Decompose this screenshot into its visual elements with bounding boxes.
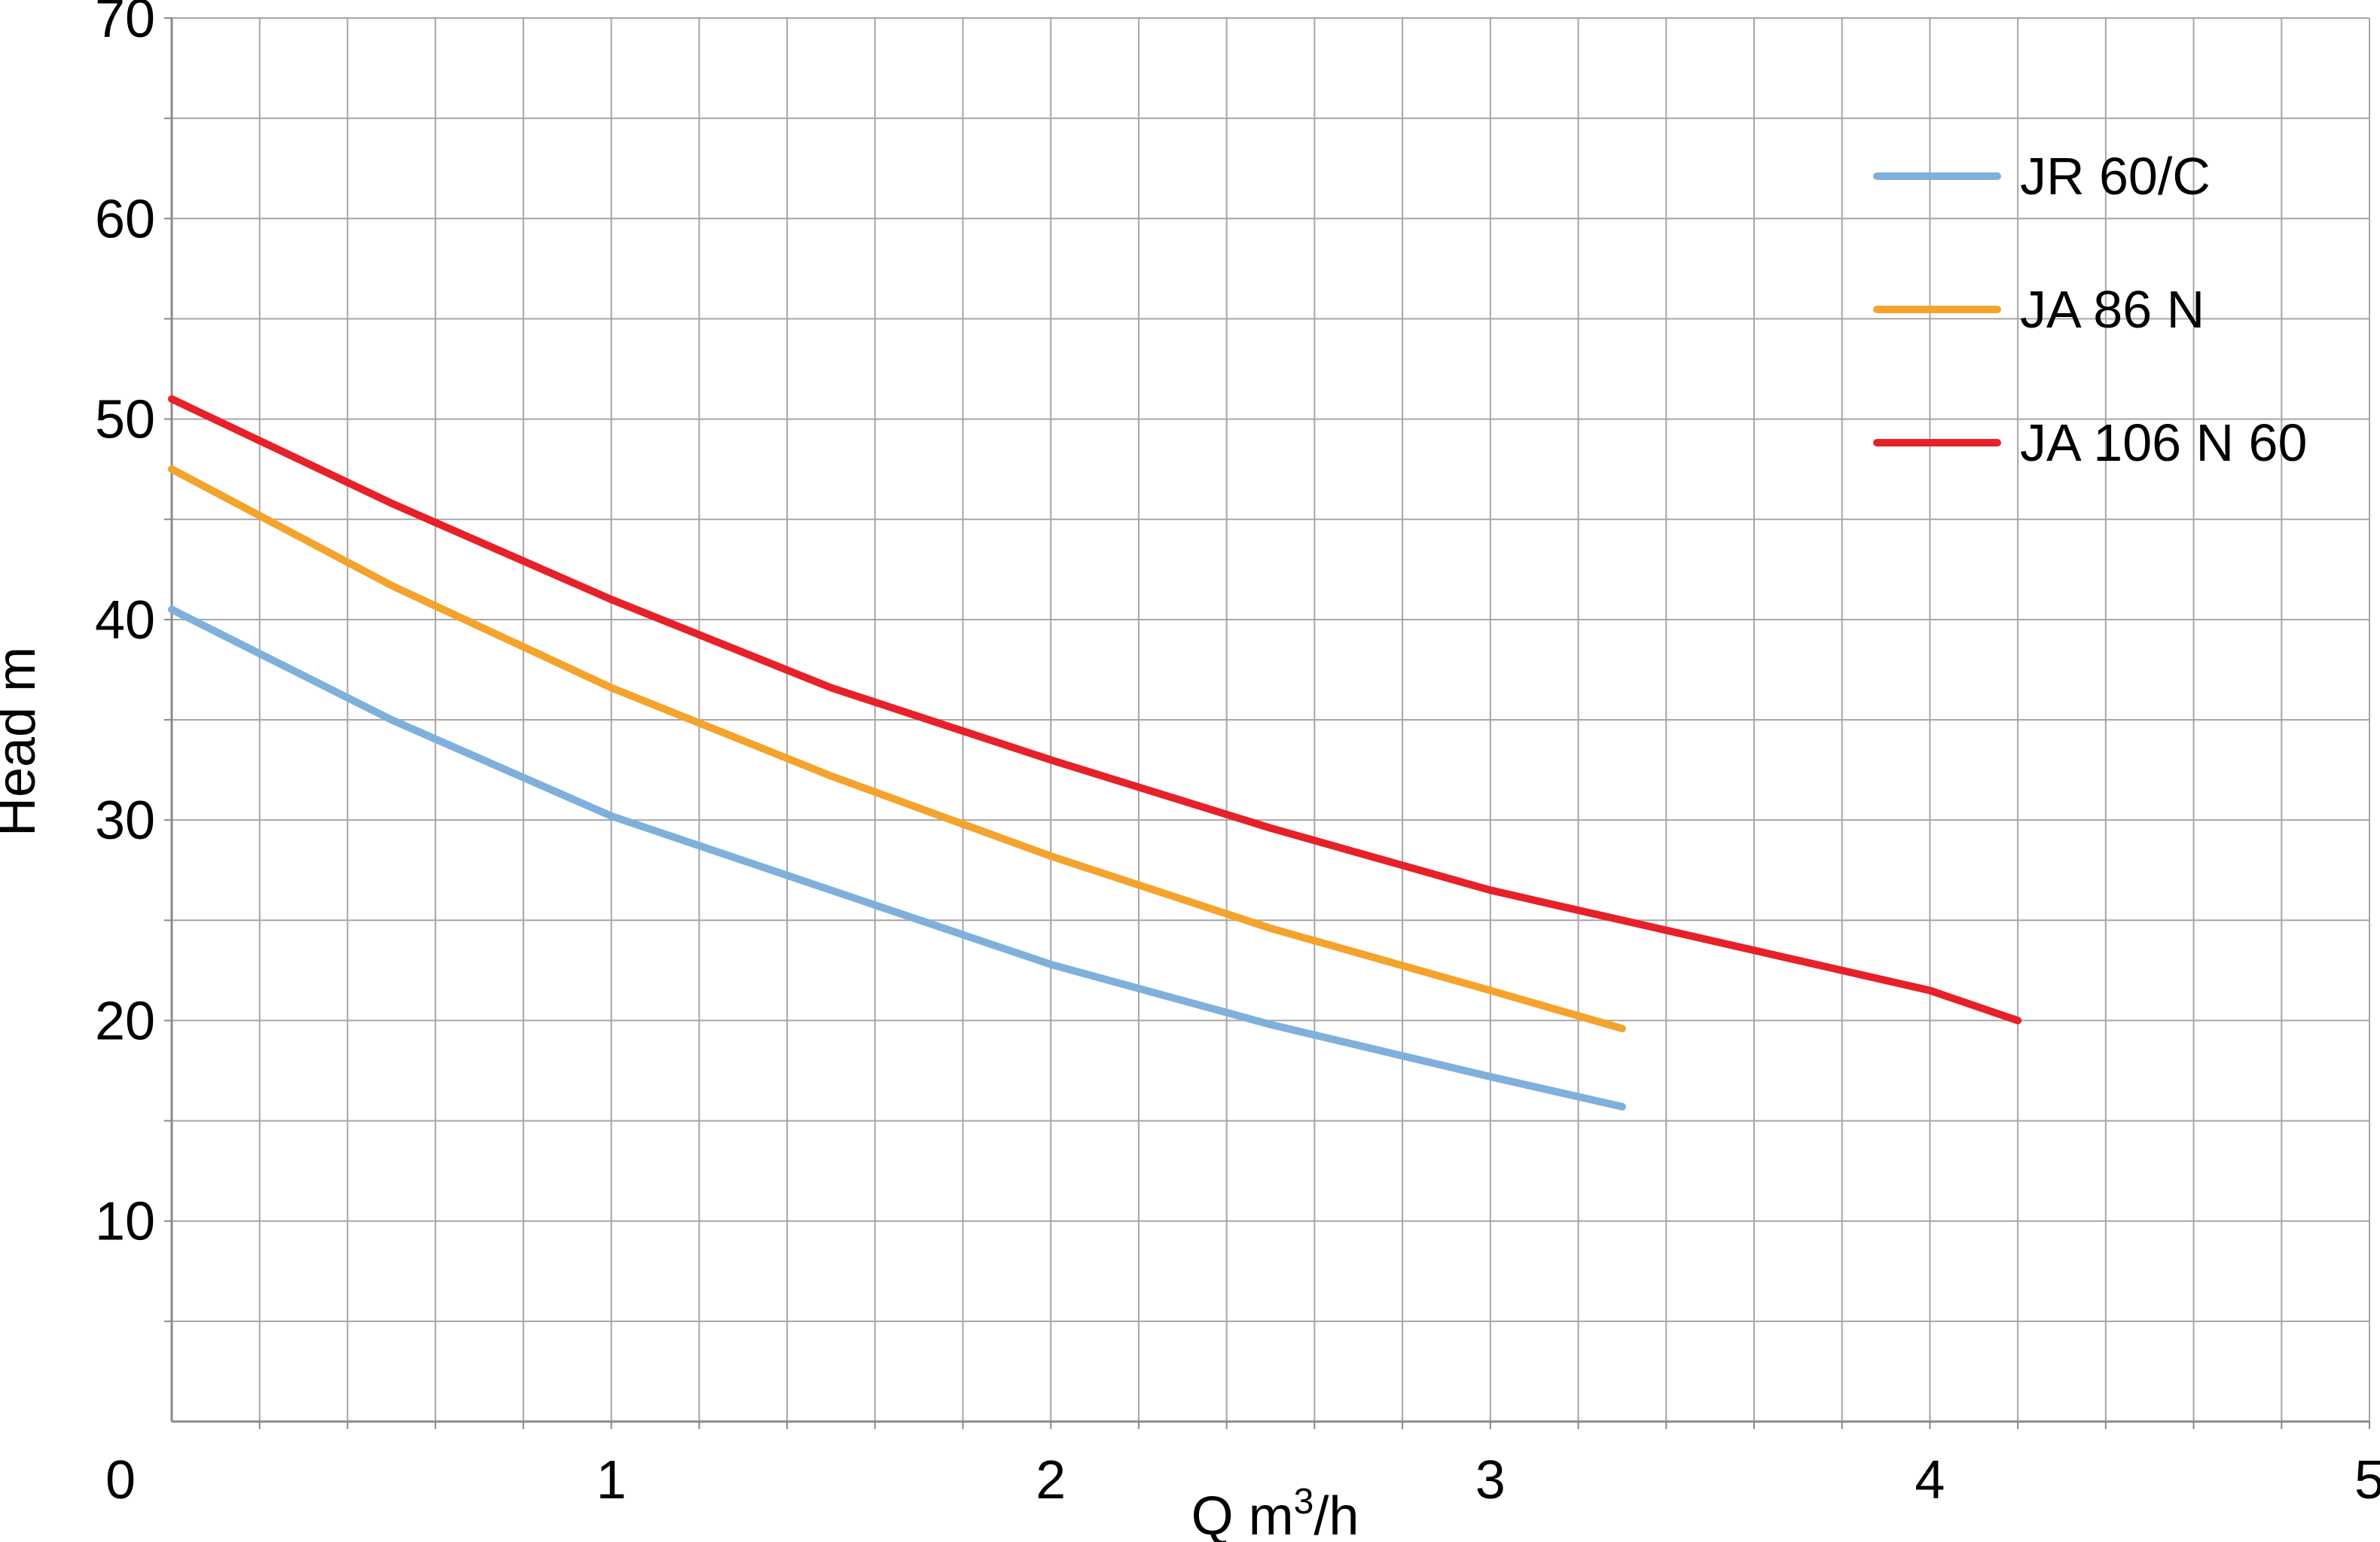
y-tick-label: 50 xyxy=(95,390,155,450)
x-tick-label: 2 xyxy=(1036,1450,1066,1510)
series-curve-ja-86-n xyxy=(168,465,1626,1033)
x-axis-title-suffix: /h xyxy=(1314,1486,1359,1542)
legend-item-jr-60-c: JR 60/C xyxy=(1873,147,2211,206)
x-tick-label: 4 xyxy=(1915,1450,1945,1510)
axes xyxy=(170,18,2369,1423)
legend-label-ja-86-n: JA 86 N xyxy=(2020,280,2205,339)
gridlines xyxy=(164,17,2370,1429)
tick-labels: 0 1 2 3 4 5 70 60 50 40 30 20 10 xyxy=(95,0,2380,1510)
legend-item-ja-106-n-60: JA 106 N 60 xyxy=(1873,413,2307,472)
y-tick-label: 40 xyxy=(95,590,155,651)
series-curve-ja-106-n-60 xyxy=(168,395,2022,1025)
x-tick-label: 5 xyxy=(2354,1450,2380,1510)
legend: JR 60/C JA 86 N JA 106 N 60 xyxy=(1873,147,2307,472)
y-tick-label: 60 xyxy=(95,189,155,249)
legend-item-ja-86-n: JA 86 N xyxy=(1873,280,2205,339)
y-tick-label: 20 xyxy=(95,991,155,1051)
legend-label-jr-60-c: JR 60/C xyxy=(2020,147,2211,206)
series-curve-jr-60-c xyxy=(168,605,1626,1111)
y-axis-title: Head m xyxy=(0,647,47,837)
x-axis-title: Q m3/h xyxy=(1192,1482,1359,1542)
x-axis-title-prefix: Q m xyxy=(1192,1486,1294,1542)
legend-label-ja-106-n-60: JA 106 N 60 xyxy=(2020,413,2307,472)
x-tick-label: 1 xyxy=(597,1450,627,1510)
x-tick-label: 0 xyxy=(105,1450,136,1510)
x-tick-label: 3 xyxy=(1475,1450,1506,1510)
y-tick-label: 30 xyxy=(95,791,155,851)
series-curves xyxy=(168,395,2022,1111)
y-tick-label: 10 xyxy=(95,1192,155,1252)
x-axis-title-superscript: 3 xyxy=(1294,1482,1314,1522)
y-tick-label: 70 xyxy=(95,0,155,49)
